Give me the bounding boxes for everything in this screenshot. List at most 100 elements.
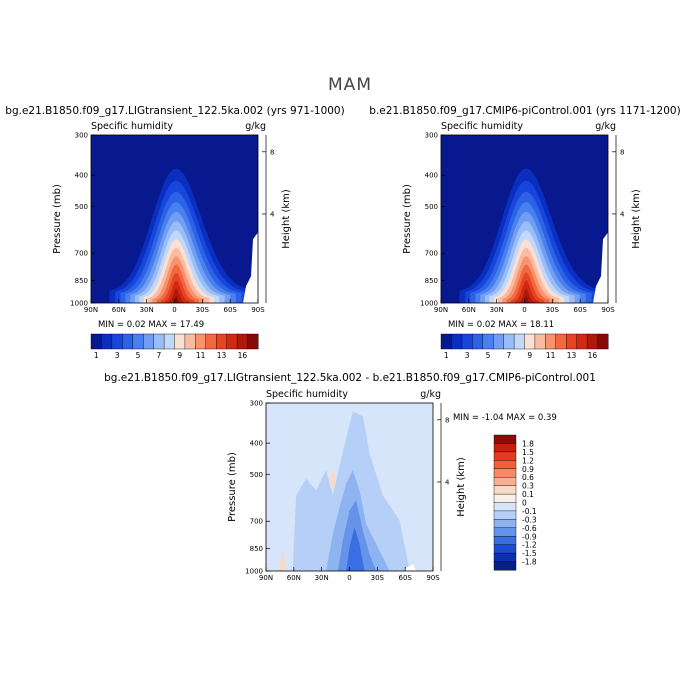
panel-2: b.e21.B1850.f09_g17.CMIP6-piControl.001 … xyxy=(369,105,680,360)
panel-title: bg.e21.B1850.f09_g17.LIGtransient_122.5k… xyxy=(104,372,596,384)
x-tick-label: 60S xyxy=(223,306,237,314)
y-tick-label: 300 xyxy=(75,132,88,140)
x-tick-label: 90S xyxy=(426,574,440,582)
y-tick-label: 1000 xyxy=(420,300,438,308)
colorbar-swatch-16 xyxy=(493,561,517,571)
season-title: MAM xyxy=(328,75,372,95)
colorbar-label: 1.5 xyxy=(522,448,534,457)
colorbar-label: -0.9 xyxy=(522,532,537,541)
min-max-label: MIN = 0.02 MAX = 18.11 xyxy=(448,320,554,330)
colorbar-swatch-2 xyxy=(101,333,113,350)
y2-tick-label: 8 xyxy=(445,416,449,424)
colorbar-swatch-1 xyxy=(90,333,102,350)
colorbar-label: 0.1 xyxy=(522,490,534,499)
x-tick-label: 30N xyxy=(490,306,504,314)
y-tick-label: 700 xyxy=(75,250,88,258)
colorbar-swatch-8 xyxy=(513,333,525,350)
colorbar-swatch-5 xyxy=(132,333,144,350)
y-tick-label: 300 xyxy=(425,132,438,140)
y-tick-label: 500 xyxy=(75,203,88,211)
colorbar-swatch-16 xyxy=(597,333,609,350)
colorbar-swatch-15 xyxy=(586,333,598,350)
colorbar-swatch-2 xyxy=(451,333,463,350)
plot-area xyxy=(266,403,433,571)
colorbar-label: 1.8 xyxy=(522,439,534,448)
y2-axis-label: Height (km) xyxy=(631,189,642,249)
colorbar-label: 3 xyxy=(465,351,470,360)
colorbar-swatch-7 xyxy=(153,333,165,350)
x-tick-label: 30S xyxy=(546,306,560,314)
colorbar-swatch-13 xyxy=(216,333,228,350)
colorbar-swatch-7 xyxy=(493,485,517,495)
colorbar-swatch-15 xyxy=(236,333,249,350)
colorbar-swatch-8 xyxy=(493,493,517,504)
y-tick-label: 300 xyxy=(250,400,263,408)
y2-axis-label: Height (km) xyxy=(456,457,467,517)
colorbar-label: 16 xyxy=(588,351,598,360)
colorbar-swatch-12 xyxy=(493,527,517,537)
x-tick-label: 60N xyxy=(287,574,301,582)
colorbar-swatch-14 xyxy=(576,333,588,350)
y2-tick-label: 4 xyxy=(445,478,450,486)
colorbar-label: -1.8 xyxy=(522,558,537,567)
colorbar-label: -0.6 xyxy=(522,524,537,533)
colorbar-swatch-10 xyxy=(184,333,196,350)
colorbar-swatch-5 xyxy=(493,468,517,478)
colorbar-swatch-1 xyxy=(440,333,452,350)
colorbar-swatch-8 xyxy=(163,333,176,350)
colorbar-label: 9 xyxy=(527,351,532,360)
diff-blob-positive-1 xyxy=(329,470,337,487)
colorbar-swatch-6 xyxy=(142,333,155,350)
y-tick-label: 500 xyxy=(425,203,438,211)
diff-blob-positive-2 xyxy=(279,554,286,571)
colorbar-label: 0.3 xyxy=(522,482,534,491)
x-tick-label: 90N xyxy=(259,574,273,582)
y-tick-label: 400 xyxy=(75,172,88,180)
min-max-label: MIN = -1.04 MAX = 0.39 xyxy=(453,413,557,423)
colorbar-swatch-13 xyxy=(493,536,517,546)
y-tick-label: 850 xyxy=(425,277,438,285)
colorbar-swatch-9 xyxy=(174,333,186,350)
variable-label: Specific humidity xyxy=(266,389,348,400)
colorbar-swatch-16 xyxy=(247,333,259,350)
plot-area xyxy=(441,135,608,303)
y-tick-label: 400 xyxy=(425,172,438,180)
colorbar-swatch-2 xyxy=(493,443,517,453)
colorbar-swatch-11 xyxy=(195,333,207,350)
colorbar-swatch-15 xyxy=(493,552,517,562)
colorbar-label: 7 xyxy=(506,351,511,360)
colorbar-swatch-3 xyxy=(493,451,517,461)
min-max-label: MIN = 0.02 MAX = 17.49 xyxy=(98,320,204,330)
y-axis-label: Pressure (mb) xyxy=(52,184,63,254)
colorbar-swatch-7 xyxy=(503,333,515,350)
colorbar-label: 0.6 xyxy=(522,473,534,482)
colorbar-swatch-6 xyxy=(493,477,517,487)
units-label: g/kg xyxy=(420,389,441,400)
units-label: g/kg xyxy=(245,121,266,132)
diff-band-minus09 xyxy=(346,527,365,571)
colorbar-label: -1.2 xyxy=(522,541,537,550)
y2-tick-label: 8 xyxy=(620,148,624,156)
variable-label: Specific humidity xyxy=(441,121,523,132)
colorbar-label: -0.3 xyxy=(522,515,537,524)
topography-mask xyxy=(243,232,258,303)
humidity-band-14 xyxy=(519,288,535,303)
panel-1: bg.e21.B1850.f09_g17.LIGtransient_122.5k… xyxy=(5,105,344,360)
colorbar-swatch-11 xyxy=(545,333,557,350)
x-tick-label: 60S xyxy=(398,574,412,582)
y-tick-label: 850 xyxy=(250,545,263,553)
y2-axis-label: Height (km) xyxy=(281,189,292,249)
humidity-band-14 xyxy=(169,288,185,303)
colorbar-label: 13 xyxy=(567,351,577,360)
colorbar-swatch-4 xyxy=(122,333,134,350)
x-tick-label: 60N xyxy=(462,306,476,314)
y-tick-label: 1000 xyxy=(245,568,263,576)
colorbar-swatch-3 xyxy=(111,333,123,350)
panel-3: bg.e21.B1850.f09_g17.LIGtransient_122.5k… xyxy=(104,372,596,582)
topography-mask xyxy=(404,564,417,571)
y2-tick-label: 4 xyxy=(620,210,625,218)
colorbar-label: 1.2 xyxy=(522,456,534,465)
x-tick-label: 60S xyxy=(573,306,587,314)
panel-title: bg.e21.B1850.f09_g17.LIGtransient_122.5k… xyxy=(5,105,344,117)
